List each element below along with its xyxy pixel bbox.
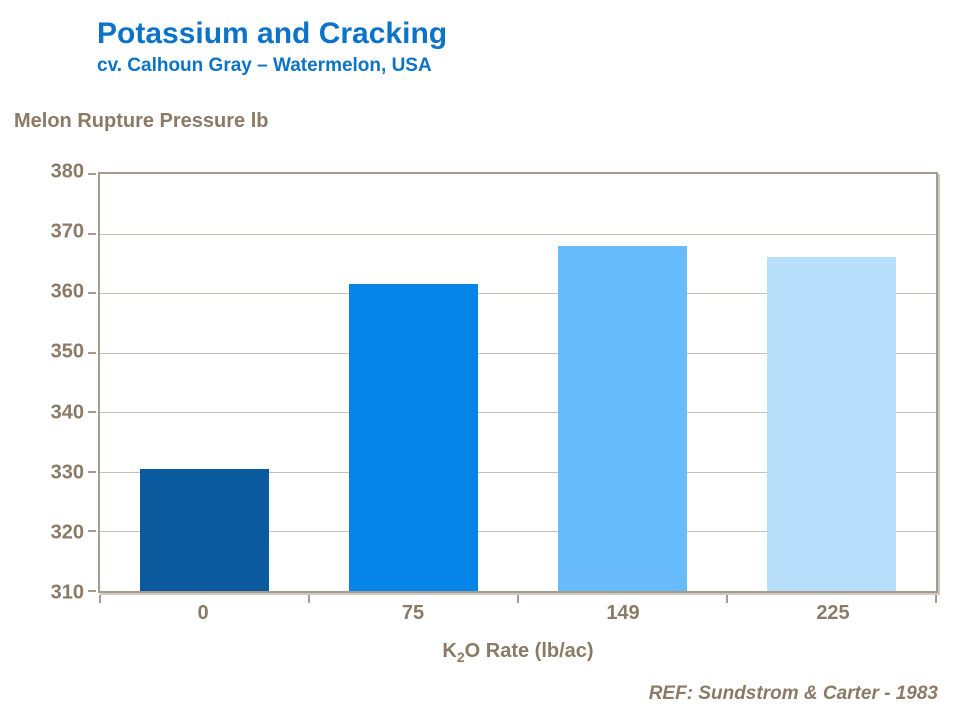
x-tick-label-225: 225 [816,602,850,624]
gridline-350 [100,352,936,354]
y-axis-title: Melon Rupture Pressure lb [14,110,269,132]
x-axis-tick-labels: 0 75 149 225 [98,602,938,630]
y-tick-label-360: 360 [50,280,84,303]
y-tick-label-380: 380 [50,160,84,183]
x-axis-title-suffix: O Rate (lb/ac) [464,640,594,662]
bar-75 [348,284,479,591]
gridline-340 [100,412,936,414]
y-axis-tick-labels: 310 320 330 340 350 360 370 380 [0,161,84,604]
y-tick-label-330: 330 [50,461,84,484]
y-tick-mark-340 [88,411,96,414]
y-tick-mark-320 [88,530,96,533]
x-tick-mark-1 [308,595,310,603]
bar-0 [139,468,270,591]
x-axis-title: K2O Rate (lb/ac) [98,640,938,665]
y-tick-label-320: 320 [50,521,84,544]
x-tick-mark-0 [99,595,101,603]
bar-225 [766,257,897,591]
gridline-360 [100,293,936,295]
y-tick-mark-350 [88,351,96,354]
reference-text: REF: Sundstrom & Carter - 1983 [648,683,938,704]
y-tick-label-370: 370 [50,220,84,243]
x-tick-label-75: 75 [401,602,425,624]
x-axis-title-prefix: K [442,640,457,662]
gridline-330 [100,471,936,473]
plot-area [88,172,938,603]
gridline-320 [100,531,936,533]
y-tick-label-350: 350 [50,340,84,363]
slide-header: Potassium and Cracking cv. Calhoun Gray … [97,16,447,77]
x-tick-label-0: 0 [197,602,209,624]
x-tick-mark-4 [935,595,937,603]
slide-subtitle: cv. Calhoun Gray – Watermelon, USA [97,55,432,76]
slide-title: Potassium and Cracking [97,17,448,50]
bar-149 [557,245,688,591]
y-tick-label-310: 310 [50,581,84,604]
x-tick-label-149: 149 [606,602,640,624]
y-tick-mark-330 [88,470,96,473]
y-tick-mark-380 [88,173,96,175]
gridline-370 [100,233,936,235]
y-tick-mark-360 [88,292,96,295]
x-axis-title-subscript: 2 [456,649,465,665]
y-tick-label-340: 340 [50,401,84,424]
x-tick-mark-2 [517,595,519,603]
y-tick-mark-310 [88,590,96,592]
x-tick-mark-3 [726,595,728,603]
y-tick-mark-370 [88,232,96,235]
